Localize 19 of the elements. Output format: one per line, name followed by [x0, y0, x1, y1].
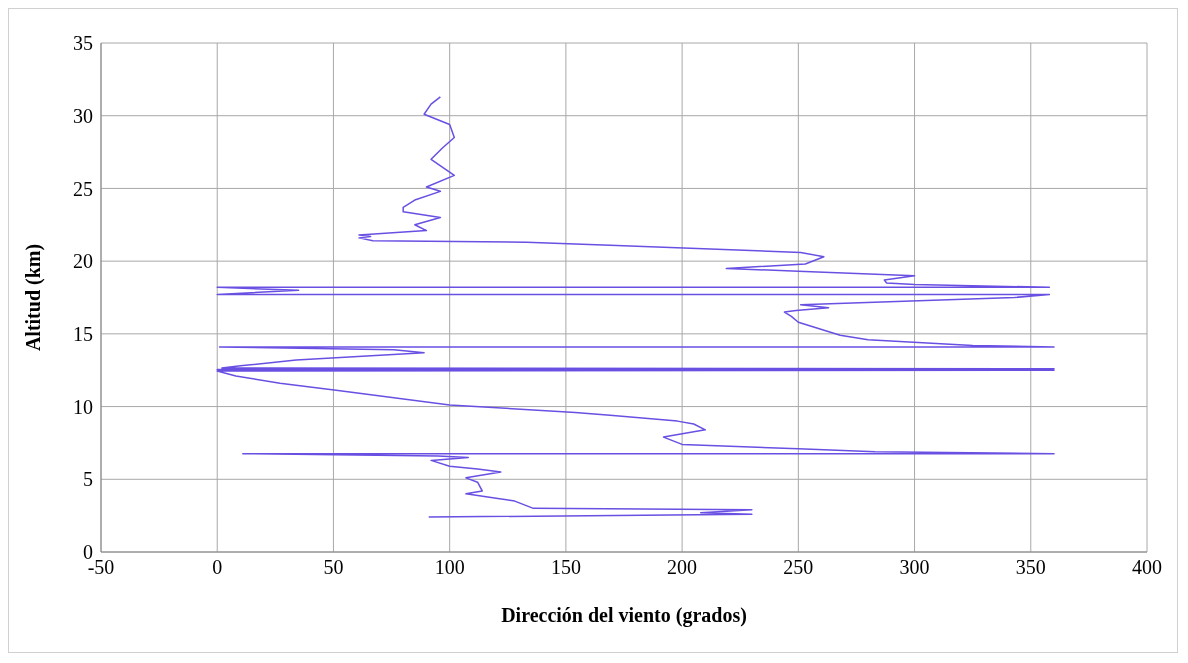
x-tick-label: 50: [323, 556, 344, 579]
y-tick-label: 15: [73, 322, 93, 345]
y-tick-label: 5: [83, 468, 93, 491]
x-tick-label: 300: [899, 556, 930, 579]
y-tick-label: 30: [73, 104, 93, 127]
x-tick-label: 200: [667, 556, 698, 579]
y-tick-label: 10: [73, 395, 93, 418]
x-axis-title: Dirección del viento (grados): [501, 604, 747, 627]
x-tick-label: 350: [1015, 556, 1046, 579]
y-tick-label: 20: [73, 250, 93, 273]
y-axis-title: Altitud (km): [22, 243, 46, 352]
x-tick-label: 0: [212, 556, 223, 579]
line-series: [216, 96, 1055, 518]
x-tick-label: 100: [434, 556, 465, 579]
x-tick-label: 250: [783, 556, 814, 579]
x-tick-label: 150: [550, 556, 581, 579]
y-tick-label: 25: [73, 177, 93, 200]
y-tick-label: 35: [73, 32, 93, 55]
x-tick-label: 400: [1132, 556, 1162, 579]
